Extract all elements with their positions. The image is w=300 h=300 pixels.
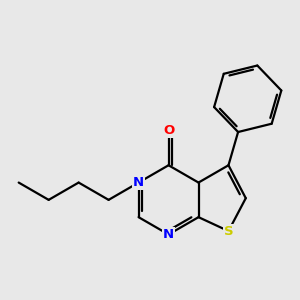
Text: N: N: [133, 176, 144, 189]
Text: N: N: [163, 228, 174, 241]
Text: S: S: [224, 225, 233, 238]
Text: O: O: [163, 124, 174, 137]
